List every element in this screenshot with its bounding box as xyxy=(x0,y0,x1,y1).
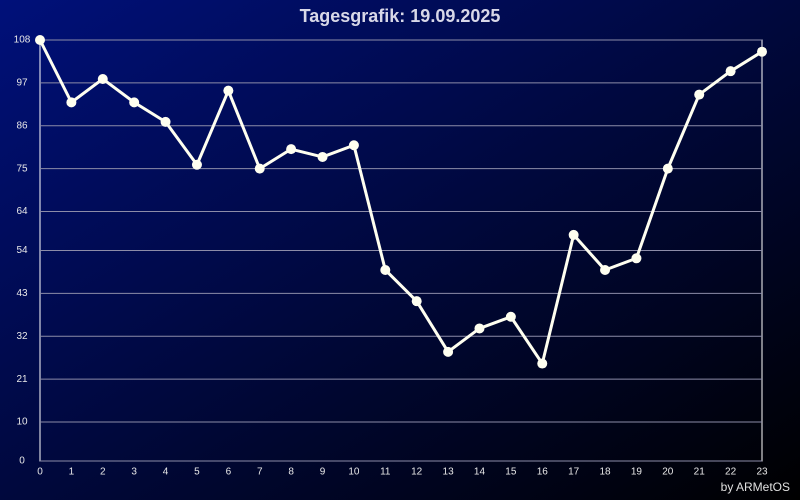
data-point xyxy=(757,46,767,57)
data-point xyxy=(254,163,265,174)
x-tick-label: 14 xyxy=(474,467,486,478)
x-tick-label: 5 xyxy=(194,467,200,478)
data-point xyxy=(97,73,108,84)
x-tick-label: 23 xyxy=(756,467,768,478)
data-point xyxy=(317,151,328,162)
y-tick-label: 64 xyxy=(16,206,28,217)
y-tick-label: 10 xyxy=(16,417,28,428)
data-point xyxy=(600,264,611,275)
x-tick-label: 4 xyxy=(163,467,169,478)
x-tick-label: 6 xyxy=(226,467,232,478)
data-point xyxy=(505,311,516,322)
data-point xyxy=(286,144,297,155)
y-tick-label: 32 xyxy=(16,331,28,342)
x-tick-label: 16 xyxy=(537,467,549,478)
x-tick-label: 15 xyxy=(505,467,517,478)
data-point xyxy=(66,97,77,108)
x-tick-label: 19 xyxy=(631,467,643,478)
x-tick-label: 21 xyxy=(694,467,706,478)
x-tick-label: 22 xyxy=(725,467,737,478)
x-tick-label: 7 xyxy=(257,467,263,478)
data-point xyxy=(631,253,642,264)
x-tick-label: 20 xyxy=(662,467,674,478)
data-point xyxy=(160,116,171,127)
y-tick-label: 75 xyxy=(16,163,28,174)
x-tick-label: 13 xyxy=(443,467,455,478)
x-tick-label: 3 xyxy=(131,467,137,478)
data-point xyxy=(474,323,485,334)
x-tick-label: 17 xyxy=(568,467,580,478)
data-point xyxy=(129,97,140,108)
credit: by ARMetOS xyxy=(721,480,790,494)
x-tick-label: 18 xyxy=(599,467,611,478)
y-tick-label: 97 xyxy=(16,78,28,89)
data-point xyxy=(443,346,454,357)
data-point xyxy=(191,159,202,170)
x-tick-label: 11 xyxy=(380,467,391,478)
y-tick-label: 0 xyxy=(19,456,25,467)
y-tick-label: 21 xyxy=(16,374,28,385)
y-tick-label: 108 xyxy=(14,35,31,46)
y-tick-label: 43 xyxy=(16,288,28,299)
x-tick-label: 9 xyxy=(320,467,326,478)
data-point xyxy=(348,140,359,151)
series-line xyxy=(38,39,763,366)
data-point xyxy=(662,163,673,174)
x-tick-label: 10 xyxy=(348,467,360,478)
x-tick-label: 2 xyxy=(100,467,106,478)
data-point xyxy=(411,296,422,307)
data-point xyxy=(223,85,234,96)
y-tick-label: 86 xyxy=(16,120,28,131)
x-tick-label: 12 xyxy=(411,467,423,478)
y-tick-label: 54 xyxy=(16,245,28,256)
x-tick-label: 8 xyxy=(288,467,294,478)
data-point xyxy=(694,89,705,100)
data-point xyxy=(537,358,548,369)
data-point xyxy=(35,35,45,45)
chart-title: Tagesgrafik: 19.09.2025 xyxy=(300,6,501,26)
data-point xyxy=(380,264,391,275)
data-point xyxy=(568,229,579,240)
data-point xyxy=(725,66,736,77)
x-tick-label: 1 xyxy=(69,467,75,478)
x-tick-label: 0 xyxy=(37,467,43,478)
